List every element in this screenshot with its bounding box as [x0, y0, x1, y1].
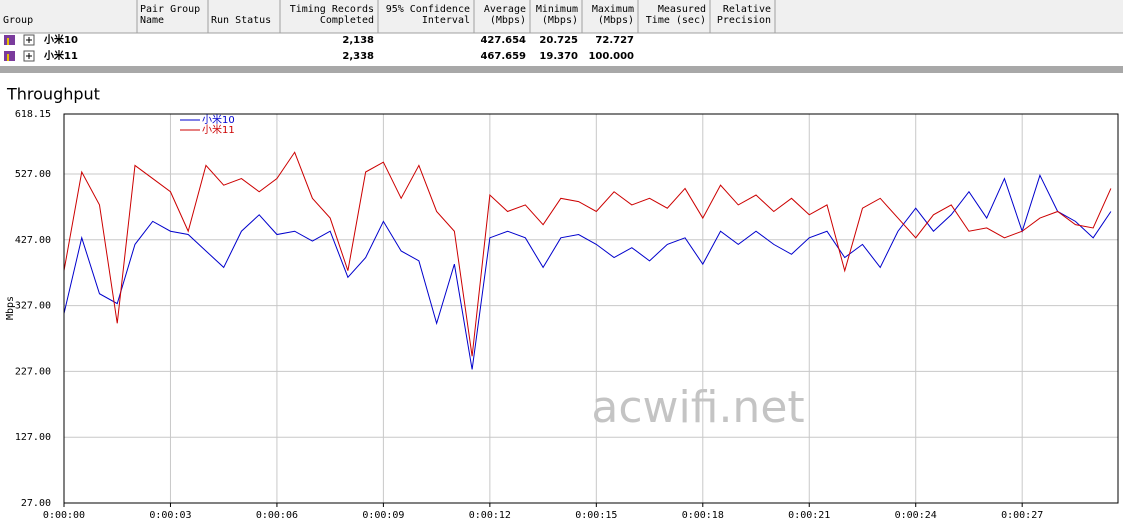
column-header[interactable]: Group — [3, 15, 33, 26]
y-tick-label: 127.00 — [15, 432, 51, 443]
y-tick-label: 427.00 — [15, 235, 51, 246]
chart-title: Throughput — [6, 85, 100, 104]
legend-label: 小米10 — [202, 113, 235, 126]
column-header[interactable]: Minimum — [536, 4, 578, 15]
row-average: 427.654 — [480, 35, 526, 46]
column-header[interactable]: Maximum — [592, 4, 634, 15]
column-header[interactable]: Average — [484, 4, 526, 15]
x-tick-label: 0:00:12 — [469, 510, 511, 521]
x-tick-label: 0:00:21 — [788, 510, 830, 521]
column-header[interactable]: Relative — [723, 4, 771, 15]
row-group: 小米10 — [43, 33, 78, 46]
column-header[interactable]: Interval — [422, 15, 470, 26]
column-header[interactable]: Run Status — [211, 15, 271, 26]
header-bg — [0, 0, 1123, 33]
column-header[interactable]: Pair Group — [140, 4, 200, 15]
y-tick-label: 227.00 — [15, 366, 51, 377]
watermark: acwifi.net — [591, 382, 804, 433]
x-tick-label: 0:00:18 — [682, 510, 724, 521]
series-line — [63, 151, 1112, 357]
x-tick-label: 0:00:27 — [1001, 510, 1043, 521]
column-header[interactable]: Name — [140, 15, 164, 26]
x-tick-label: 0:00:03 — [149, 510, 191, 521]
x-tick-label: 0:00:15 — [575, 510, 617, 521]
row-maximum: 100.000 — [588, 51, 634, 62]
row-icon-bar — [7, 54, 9, 61]
row-records: 2,138 — [342, 35, 374, 46]
x-tick-label: 0:00:00 — [43, 510, 85, 521]
y-tick-label: 618.15 — [15, 109, 51, 120]
plot-frame — [63, 113, 1119, 504]
x-tick-label: 0:00:06 — [256, 510, 298, 521]
row-minimum: 19.370 — [539, 51, 578, 62]
column-header[interactable]: 95% Confidence — [386, 4, 470, 15]
y-tick-label: 527.00 — [15, 169, 51, 180]
row-icon — [4, 51, 15, 61]
column-header[interactable]: Timing Records — [290, 4, 374, 15]
row-group: 小米11 — [43, 49, 78, 62]
series-line — [63, 173, 1112, 370]
plot-area — [63, 113, 1119, 504]
row-minimum: 20.725 — [539, 35, 578, 46]
legend-label: 小米11 — [202, 123, 235, 136]
column-header[interactable]: (Mbps) — [542, 15, 578, 26]
row-icon-bar — [7, 38, 9, 45]
expand-plus — [26, 37, 32, 43]
column-header[interactable]: Precision — [717, 15, 771, 26]
expand-plus — [26, 53, 32, 59]
y-tick-label: 327.00 — [15, 301, 51, 312]
y-tick-label: 27.00 — [21, 498, 51, 509]
row-records: 2,338 — [342, 51, 374, 62]
column-header[interactable]: Time (sec) — [646, 15, 706, 26]
row-maximum: 72.727 — [595, 35, 634, 46]
y-axis-label: Mbps — [5, 296, 16, 320]
x-tick-label: 0:00:09 — [362, 510, 404, 521]
row-average: 467.659 — [480, 51, 526, 62]
splitter[interactable] — [0, 66, 1123, 73]
column-header[interactable]: (Mbps) — [490, 15, 526, 26]
x-tick-label: 0:00:24 — [895, 510, 937, 521]
column-header[interactable]: Measured — [658, 4, 706, 15]
column-header[interactable]: Completed — [320, 15, 374, 26]
column-header[interactable]: (Mbps) — [598, 15, 634, 26]
row-icon — [4, 35, 15, 45]
